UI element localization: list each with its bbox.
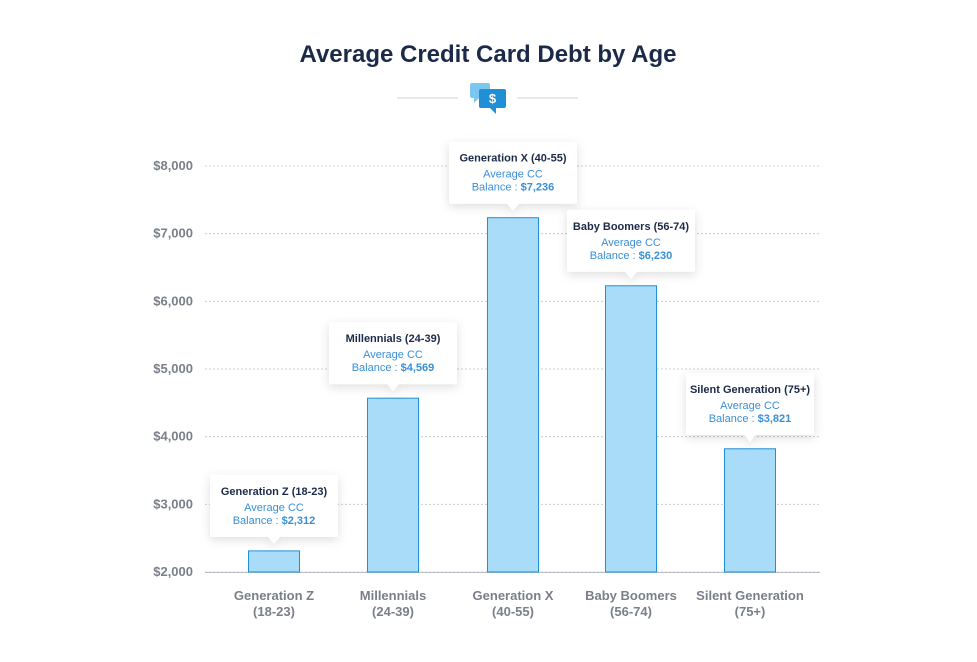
callout-box	[449, 141, 577, 211]
callout-balance-prefix: Balance :	[233, 515, 282, 527]
x-category-label: (75+)	[735, 604, 766, 619]
callout-balance: Balance : $4,569	[352, 362, 435, 374]
y-tick-label: $4,000	[153, 429, 193, 444]
y-axis-ticks: $2,000 $3,000 $4,000 $5,000 $6,000 $7,000 $8,0…	[153, 158, 193, 579]
data-label: $4,569	[401, 362, 435, 374]
grid	[205, 165, 820, 573]
x-category-label: Silent Generation	[696, 588, 804, 603]
callout-line: Average CC	[720, 400, 780, 412]
data-label: $3,821	[758, 413, 792, 425]
callout-balance-prefix: Balance :	[352, 362, 401, 374]
callout-balance-prefix: Balance :	[590, 250, 639, 262]
x-category-label: (18-23)	[253, 604, 295, 619]
callout-title: Baby Boomers (56-74)	[573, 221, 689, 233]
y-tick-label: $5,000	[153, 361, 193, 376]
callout-title: Silent Generation (75+)	[690, 384, 810, 396]
data-label: $7,236	[521, 182, 555, 194]
bars	[248, 217, 776, 573]
x-category-label: Baby Boomers	[585, 588, 677, 603]
callout-balance: Balance : $6,230	[590, 250, 673, 262]
callout-title: Millennials (24-39)	[346, 333, 441, 345]
callout-line: Average CC	[363, 349, 423, 361]
callout-title: Generation X (40-55)	[460, 153, 567, 165]
callout-balance-prefix: Balance :	[709, 413, 758, 425]
y-tick-label: $3,000	[153, 496, 193, 511]
callout-line: Average CC	[601, 237, 661, 249]
callout-box	[329, 322, 457, 392]
callout-balance: Balance : $7,236	[472, 182, 555, 194]
svg-text:$: $	[489, 91, 497, 106]
callout-box	[210, 474, 338, 544]
data-label: $6,230	[639, 250, 673, 262]
x-category-label: (56-74)	[610, 604, 652, 619]
callout-box	[567, 209, 695, 279]
x-category-label: (40-55)	[492, 604, 534, 619]
data-label: $2,312	[282, 515, 316, 527]
x-category-label: Generation Z	[234, 588, 314, 603]
y-tick-label: $2,000	[153, 564, 193, 579]
callout-box	[686, 372, 814, 442]
bar	[724, 448, 776, 573]
x-category-label: Millennials	[360, 588, 426, 603]
x-category-label: (24-39)	[372, 604, 414, 619]
y-tick-label: $8,000	[153, 158, 193, 173]
callout-balance: Balance : $2,312	[233, 515, 316, 527]
chart-title: Average Credit Card Debt by Age	[300, 41, 677, 68]
bar	[605, 285, 657, 573]
x-category-label: Generation X	[473, 588, 554, 603]
title-divider: $	[397, 83, 578, 114]
callout-balance-prefix: Balance :	[472, 182, 521, 194]
callout-line: Average CC	[483, 169, 543, 181]
callout-title: Generation Z (18-23)	[221, 486, 328, 498]
bar	[367, 397, 419, 573]
y-tick-label: $7,000	[153, 226, 193, 241]
callout-balance: Balance : $3,821	[709, 413, 792, 425]
callout-line: Average CC	[244, 502, 304, 514]
bar	[487, 217, 539, 573]
y-tick-label: $6,000	[153, 293, 193, 308]
annotation-callout: Silent Generation (75+) Average CCBalance…	[686, 372, 814, 442]
bar	[248, 550, 300, 573]
x-axis-categories: Generation Z(18-23) Millennials(24-39) Gen…	[234, 588, 804, 619]
dollar-chat-icon: $	[470, 83, 506, 114]
